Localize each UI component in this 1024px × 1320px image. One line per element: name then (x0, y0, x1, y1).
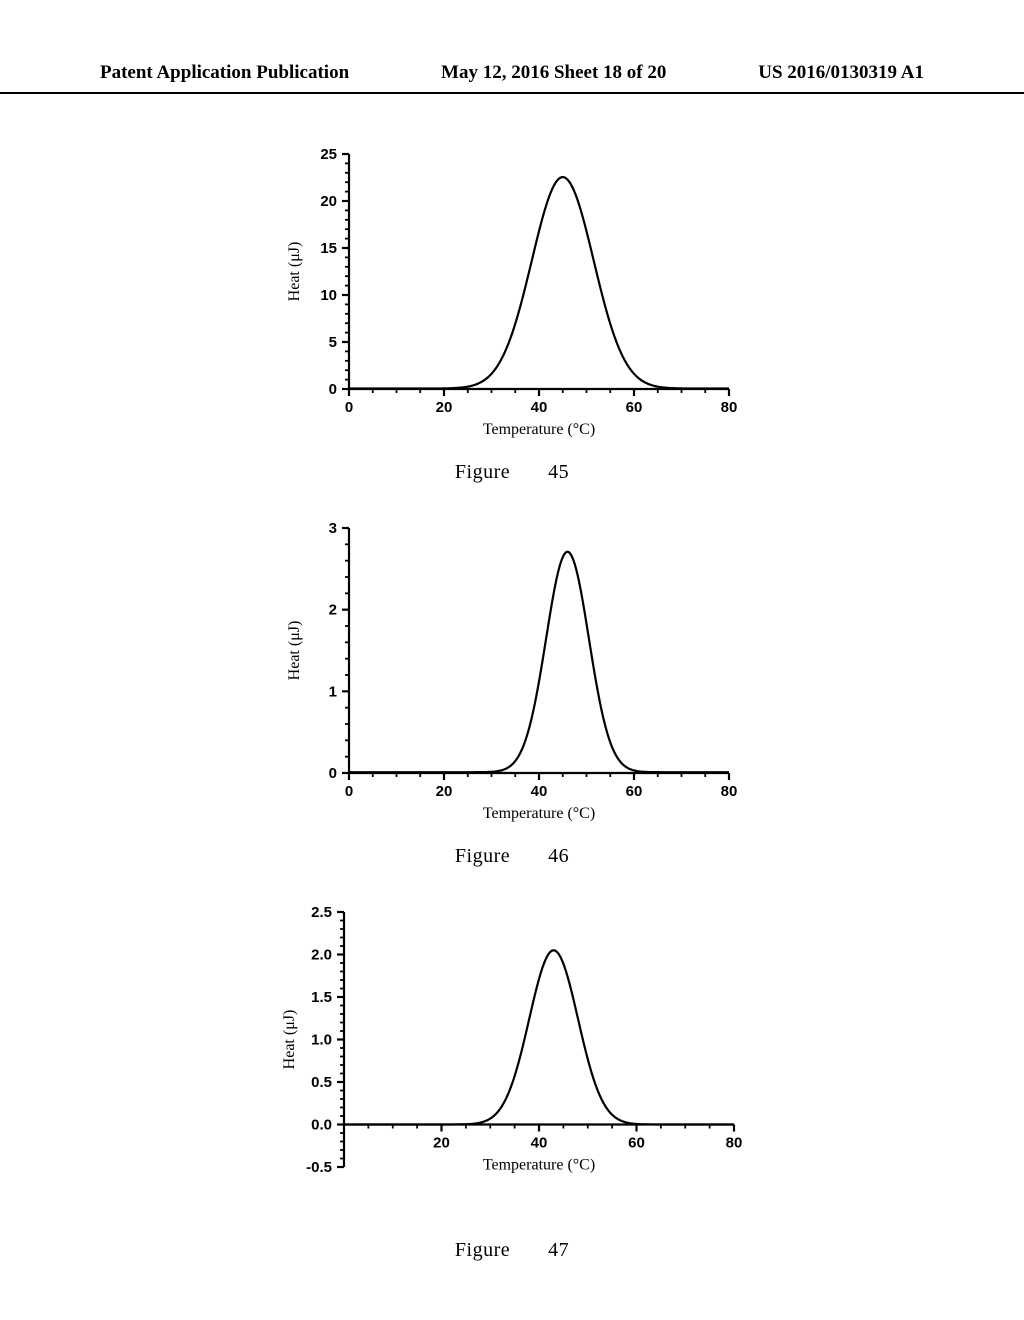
svg-text:1: 1 (329, 683, 337, 700)
caption-prefix: Figure (455, 845, 510, 867)
svg-text:10: 10 (320, 287, 337, 304)
svg-text:Temperature (°C): Temperature (°C) (483, 805, 595, 822)
svg-text:20: 20 (433, 1135, 450, 1152)
svg-text:0: 0 (345, 783, 353, 800)
figure-caption-45: Figure 45 (455, 461, 569, 484)
svg-text:Temperature (°C): Temperature (°C) (483, 421, 595, 438)
header-left: Patent Application Publication (100, 62, 349, 84)
svg-text:20: 20 (436, 399, 453, 416)
svg-text:1.0: 1.0 (311, 1032, 332, 1049)
chart-figure-47: -0.5 0.0 0.5 1.0 1.5 2.0 2.5 20 40 60 80 Temperatur… (272, 898, 752, 1262)
svg-text:20: 20 (320, 193, 337, 210)
svg-text:25: 25 (320, 146, 337, 163)
chart-figure-45: 0 5 10 15 20 25 0 20 40 60 80 Temperature (°C) Heat … (277, 140, 747, 484)
svg-text:0: 0 (345, 399, 353, 416)
chart-figure-46: 0 1 2 3 0 20 40 60 80 Temperature (°C) Heat (μJ) F… (277, 514, 747, 868)
svg-text:Temperature (°C): Temperature (°C) (483, 1157, 595, 1174)
svg-text:0: 0 (329, 765, 337, 782)
svg-text:Heat (μJ): Heat (μJ) (286, 242, 303, 302)
page-header: Patent Application Publication May 12, 2… (0, 62, 1024, 94)
chart-svg-slot-0: 0 5 10 15 20 25 0 20 40 60 80 Temperature (°C) Heat … (277, 140, 747, 451)
svg-text:2.5: 2.5 (311, 904, 332, 921)
svg-text:60: 60 (628, 1135, 645, 1152)
figure-caption-47: Figure 47 (455, 1239, 569, 1262)
svg-text:Heat (μJ): Heat (μJ) (281, 1010, 298, 1070)
svg-text:5: 5 (329, 334, 337, 351)
figure-caption-46: Figure 46 (455, 845, 569, 868)
svg-text:80: 80 (721, 399, 738, 416)
svg-text:3: 3 (329, 520, 337, 537)
svg-text:40: 40 (531, 399, 548, 416)
svg-text:-0.5: -0.5 (306, 1159, 332, 1176)
svg-text:2: 2 (329, 602, 337, 619)
svg-text:0: 0 (329, 381, 337, 398)
caption-prefix: Figure (455, 461, 510, 483)
svg-text:60: 60 (626, 783, 643, 800)
caption-number: 46 (548, 845, 569, 867)
charts-container: 0510152025020406080Temperature (°C)Heat … (0, 140, 1024, 1292)
svg-text:Heat (μJ): Heat (μJ) (286, 621, 303, 681)
svg-text:0.5: 0.5 (311, 1074, 332, 1091)
header-center: May 12, 2016 Sheet 18 of 20 (441, 62, 666, 84)
chart-svg-slot-1: 0 1 2 3 0 20 40 60 80 Temperature (°C) Heat (μJ) (277, 514, 747, 835)
svg-text:60: 60 (626, 399, 643, 416)
caption-prefix: Figure (455, 1239, 510, 1261)
svg-text:2.0: 2.0 (311, 947, 332, 964)
svg-text:1.5: 1.5 (311, 989, 332, 1006)
chart-svg-slot-2: -0.5 0.0 0.5 1.0 1.5 2.0 2.5 20 40 60 80 Temperatur… (272, 898, 752, 1229)
svg-text:15: 15 (320, 240, 337, 257)
svg-text:40: 40 (531, 783, 548, 800)
caption-number: 47 (548, 1239, 569, 1261)
svg-text:40: 40 (531, 1135, 548, 1152)
svg-text:0.0: 0.0 (311, 1117, 332, 1134)
svg-text:80: 80 (726, 1135, 743, 1152)
header-right: US 2016/0130319 A1 (758, 62, 924, 84)
caption-number: 45 (548, 461, 569, 483)
svg-text:20: 20 (436, 783, 453, 800)
svg-text:80: 80 (721, 783, 738, 800)
